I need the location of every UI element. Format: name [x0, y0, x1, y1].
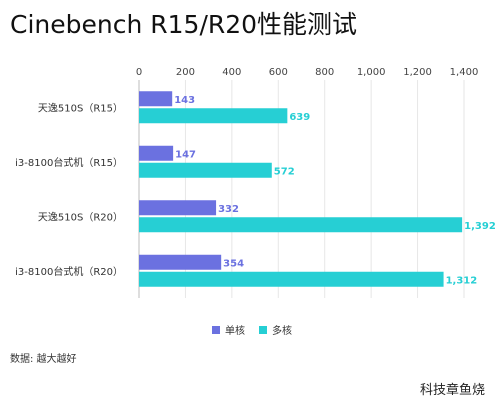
- x-tick-label-1: 200: [176, 67, 195, 78]
- legend-item-single: 单核: [212, 322, 245, 337]
- bar-single-0: [139, 91, 173, 107]
- x-tick-label-5: 1,000: [357, 67, 386, 78]
- category-label-3: i3-8100台式机（R20）: [15, 265, 123, 278]
- bar-multi-2: [139, 217, 463, 233]
- chart-legend: 单核 多核: [212, 322, 292, 337]
- x-tick-label-4: 800: [315, 67, 334, 78]
- bar-single-2: [139, 200, 217, 216]
- category-label-1: i3-8100台式机（R15）: [15, 156, 123, 169]
- bar-value-label-single-0: 143: [174, 95, 195, 106]
- brand-credit: 科技章鱼烧: [419, 383, 485, 398]
- x-tick-label-6: 1,200: [403, 67, 432, 78]
- data-source-note: 数据: 越大越好: [10, 354, 77, 365]
- x-tick-label-0: 0: [136, 67, 142, 78]
- legend-item-multi: 多核: [259, 322, 292, 337]
- bar-value-label-multi-0: 639: [289, 112, 310, 123]
- legend-label-single: 单核: [225, 326, 245, 337]
- bar-single-1: [139, 145, 174, 161]
- bar-multi-3: [139, 271, 444, 287]
- bar-value-label-single-2: 332: [218, 204, 239, 215]
- legend-swatch-single: [212, 325, 220, 334]
- x-tick-label-3: 600: [269, 67, 288, 78]
- bar-multi-0: [139, 108, 288, 124]
- bar-value-label-multi-2: 1,392: [464, 221, 496, 232]
- legend-label-multi: 多核: [272, 326, 292, 337]
- category-label-2: 天逸510S（R20）: [38, 211, 123, 223]
- category-label-0: 天逸510S（R15）: [38, 102, 123, 114]
- bar-value-label-multi-1: 572: [274, 166, 295, 177]
- bar-single-3: [139, 254, 222, 270]
- bar-multi-1: [139, 162, 272, 178]
- chart-title: Cinebench R15/R20性能测试: [10, 10, 358, 39]
- bar-value-label-single-1: 147: [175, 149, 196, 160]
- legend-swatch-multi: [259, 325, 267, 334]
- bar-value-label-single-3: 354: [223, 258, 244, 269]
- x-tick-label-2: 400: [222, 67, 241, 78]
- x-tick-label-7: 1,400: [450, 67, 479, 78]
- bar-value-label-multi-3: 1,312: [446, 275, 478, 286]
